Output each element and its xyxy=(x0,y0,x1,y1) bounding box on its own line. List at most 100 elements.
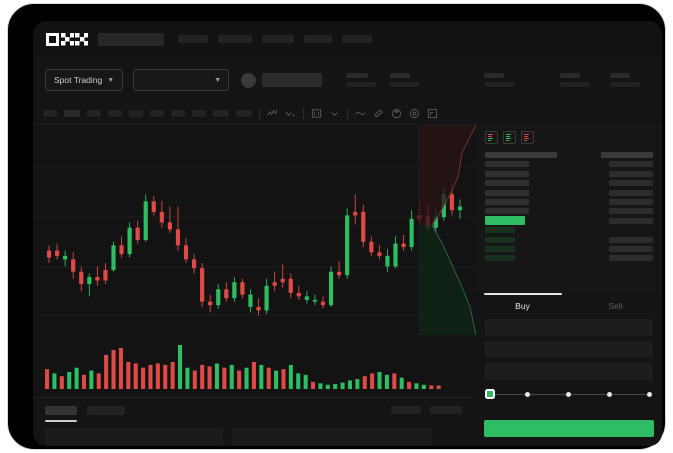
orders-tab-active[interactable] xyxy=(45,406,77,415)
candle-body xyxy=(159,211,164,223)
depth-bid-area xyxy=(418,225,476,335)
volume-bar xyxy=(251,362,256,389)
interval-button-1[interactable] xyxy=(64,110,80,117)
orders-action-0[interactable] xyxy=(391,406,421,414)
volume-bar xyxy=(126,362,131,389)
tablet-device-frame: Spot Trading ▼ ▼ xyxy=(8,4,665,449)
orders-tab-inactive[interactable] xyxy=(87,406,125,415)
orderbook-toggle-asks-only[interactable] xyxy=(521,131,534,144)
amount-percent-slider[interactable] xyxy=(485,389,652,399)
candle-body xyxy=(216,289,221,306)
volume-bar xyxy=(207,366,212,389)
order-book-bid-row[interactable] xyxy=(485,255,653,262)
order-book-bid-row[interactable] xyxy=(485,236,653,243)
price-field[interactable] xyxy=(485,341,653,358)
candle-body xyxy=(304,296,309,300)
order-book-bid-row[interactable] xyxy=(485,245,653,252)
nav-item-4[interactable] xyxy=(342,35,372,43)
candle-body xyxy=(71,259,76,272)
tab-buy[interactable]: Buy xyxy=(476,293,569,319)
candle-body xyxy=(46,250,52,258)
depth-ask-line xyxy=(431,125,476,226)
volume-bar xyxy=(45,369,50,389)
orders-cell-0 xyxy=(45,428,223,446)
candle-body xyxy=(143,201,148,241)
volume-bar xyxy=(89,370,94,389)
order-book-ask-row[interactable] xyxy=(485,170,653,177)
candle-body xyxy=(449,194,455,211)
candle-body xyxy=(119,245,124,255)
toolbar-divider xyxy=(347,108,348,119)
chevron-down-icon[interactable] xyxy=(329,108,340,119)
volume-bar xyxy=(384,374,389,389)
nav-menu xyxy=(178,35,372,43)
slider-step-100[interactable] xyxy=(647,391,652,397)
volume-bar xyxy=(266,367,271,389)
interval-button-8[interactable] xyxy=(213,110,229,117)
nav-item-0[interactable] xyxy=(178,35,208,43)
orders-active-indicator xyxy=(45,420,77,422)
logo-letter-o xyxy=(46,32,59,46)
candle-body xyxy=(151,201,156,212)
volume-bar xyxy=(141,367,146,389)
order-book-ask-row[interactable] xyxy=(485,180,653,187)
compare-icon[interactable] xyxy=(311,108,322,119)
volume-bar xyxy=(281,369,286,389)
line-chart-icon[interactable] xyxy=(267,108,278,119)
ruler-icon[interactable] xyxy=(373,108,384,119)
interval-button-7[interactable] xyxy=(192,110,206,117)
interval-button-4[interactable] xyxy=(129,110,143,117)
orderbook-toggle-both-sides[interactable] xyxy=(485,131,498,144)
candle-body xyxy=(167,222,172,230)
nav-item-2[interactable] xyxy=(262,35,294,43)
tab-sell[interactable]: Sell xyxy=(569,293,662,319)
wave-icon[interactable] xyxy=(355,108,366,119)
interval-button-0[interactable] xyxy=(43,110,57,117)
trading-mode-selector[interactable]: Spot Trading ▼ xyxy=(45,69,124,91)
volume-bar xyxy=(311,381,316,389)
nav-item-3[interactable] xyxy=(304,35,332,43)
interval-button-2[interactable] xyxy=(87,110,101,117)
interval-button-6[interactable] xyxy=(171,110,185,117)
nav-item-1[interactable] xyxy=(218,35,252,43)
slider-step-50[interactable] xyxy=(566,391,571,397)
slider-step-75[interactable] xyxy=(607,391,612,397)
candle-body xyxy=(127,227,132,255)
order-type-field[interactable] xyxy=(485,319,653,336)
nav-search-input[interactable] xyxy=(98,32,164,46)
orderbook-toggle-bids-only[interactable] xyxy=(503,131,516,144)
stat-value xyxy=(484,82,515,87)
orders-row xyxy=(45,428,432,446)
amount-field[interactable] xyxy=(485,363,653,380)
volume-bar xyxy=(74,367,79,389)
candle-body xyxy=(288,278,293,293)
chart-gridlines xyxy=(33,166,476,316)
slider-handle[interactable] xyxy=(485,389,495,399)
order-book-ask-row[interactable] xyxy=(485,208,653,215)
order-book-ask-row[interactable] xyxy=(485,198,653,205)
indicator-icon[interactable] xyxy=(285,108,296,119)
candle-body xyxy=(409,218,414,248)
order-book-panel xyxy=(476,125,662,293)
order-book-ask-row[interactable] xyxy=(485,189,653,196)
fullscreen-icon[interactable] xyxy=(427,108,438,119)
order-book-ask-row[interactable] xyxy=(485,161,653,168)
candlestick-chart[interactable] xyxy=(33,125,476,397)
interval-button-5[interactable] xyxy=(150,110,164,117)
orders-action-1[interactable] xyxy=(430,406,462,414)
interval-button-3[interactable] xyxy=(108,110,122,117)
okx-logo-icon[interactable] xyxy=(46,32,88,46)
order-book-bid-row[interactable] xyxy=(485,227,653,234)
trading-pair-select[interactable]: ▼ xyxy=(133,69,230,91)
chart-toolbar xyxy=(33,103,662,125)
place-order-button[interactable] xyxy=(484,420,654,437)
camera-icon[interactable] xyxy=(391,108,402,119)
settings-icon[interactable] xyxy=(409,108,420,119)
interval-button-9[interactable] xyxy=(236,110,252,117)
volume-bar xyxy=(163,364,168,389)
volume-bar xyxy=(429,385,434,389)
volume-bar xyxy=(237,370,242,389)
candle-body xyxy=(320,301,326,306)
volume-bar xyxy=(347,380,353,389)
slider-step-25[interactable] xyxy=(525,391,530,397)
